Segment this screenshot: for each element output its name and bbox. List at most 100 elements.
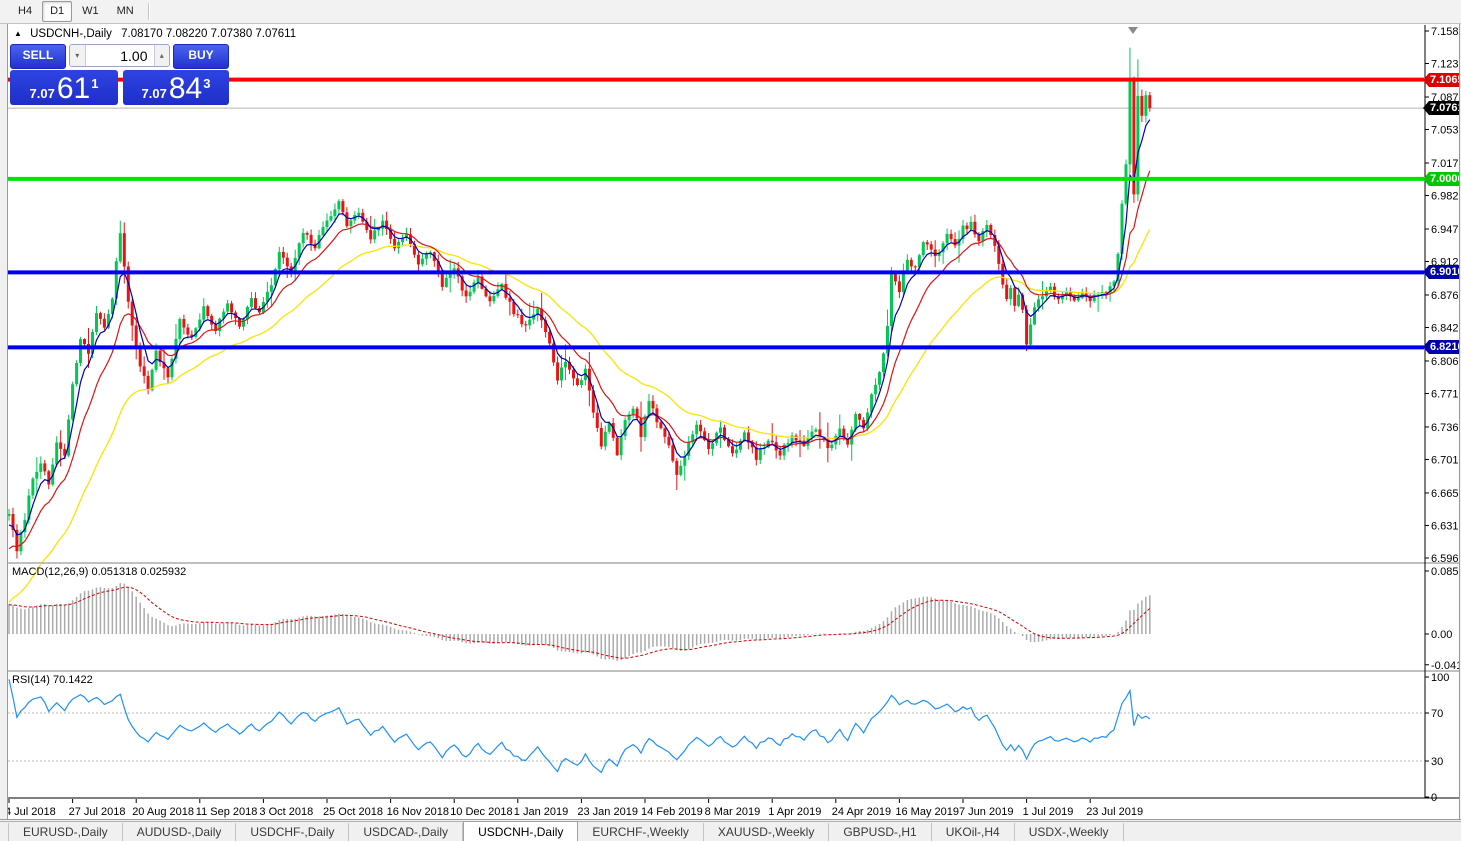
current-price-tag: 7.07611 [1423,101,1461,115]
tab-eurusd-daily[interactable]: EURUSD-,Daily [8,823,123,841]
candle [1025,309,1029,345]
candle [723,427,726,440]
candle [611,423,615,438]
candle [1116,253,1120,282]
candle [488,296,492,302]
candle [607,423,611,432]
candle [826,439,830,449]
candle [190,334,194,337]
candle [1052,286,1056,297]
candle [917,255,921,268]
volume-decrease-button[interactable]: ▾ [70,45,86,66]
y-axis-label: 6.98295 [1431,190,1461,202]
y-axis-label: 6.87690 [1431,290,1461,302]
chart-shift-marker-icon[interactable] [1128,27,1138,34]
tab-ukoil-h4[interactable]: UKOil-,H4 [932,823,1015,841]
candle [941,243,945,253]
tab-eurchf-weekly[interactable]: EURCHF-,Weekly [578,823,704,841]
timeframe-d1-button[interactable]: D1 [42,1,73,22]
candle [1029,324,1033,345]
candle [170,358,174,378]
candle [977,234,981,242]
candle [905,259,909,274]
tab-usdx-weekly[interactable]: USDX-,Weekly [1015,823,1124,841]
resistance-level-tag[interactable]: 7.10651 [1423,73,1461,87]
candle [1017,294,1021,306]
candle [95,313,98,332]
candle [691,434,695,443]
candle [639,418,643,437]
candle [770,440,774,443]
timeframe-toolbar: H4 D1 W1 MN [0,0,1461,24]
candle [134,325,138,348]
x-axis-date-label: 23 Jan 2019 [577,806,638,818]
candle [83,339,86,344]
ask-quote-panel[interactable]: 7.07 84 3 [123,70,229,105]
candle [623,420,627,437]
volume-increase-button[interactable]: ▴ [153,45,169,66]
candle [874,384,878,395]
candle [146,375,150,391]
candle [333,209,337,217]
collapse-triangle-icon[interactable]: ▲ [14,29,22,38]
support-level-tag-1[interactable]: 6.90100 [1423,265,1461,279]
toolbar-separator [147,3,150,20]
volume-input[interactable] [85,45,154,66]
candle [122,233,126,267]
candle [989,225,993,235]
buy-button[interactable]: BUY [173,44,229,69]
tab-gbpusd-h1[interactable]: GBPUSD-,H1 [829,823,932,841]
candle [619,436,623,456]
candle [822,437,826,440]
timeframe-h4-button[interactable]: H4 [18,5,33,17]
candle [114,261,118,299]
candle [814,429,818,432]
y-axis-label: 6.66585 [1431,488,1461,500]
chart-title: ▲ USDCNH-,Daily 7.08170 7.08220 7.07380 … [14,28,296,40]
symbol-name: USDCNH-,Daily [30,28,112,40]
candle [476,276,480,283]
candle [973,221,977,235]
candle [162,362,166,369]
candle [325,220,329,227]
candle [182,319,186,328]
candle [440,272,444,287]
candle [1124,164,1128,204]
candle [301,233,305,244]
candle [842,428,846,439]
y-axis-label: 7.12365 [1431,59,1461,71]
bid-quote-panel[interactable]: 7.07 61 1 [10,70,118,105]
candle [528,319,532,326]
y-axis-label: 7.05330 [1431,125,1461,137]
candle [575,378,579,385]
candle [1076,298,1080,301]
tab-audusd-daily[interactable]: AUDUSD-,Daily [123,823,237,841]
psych-level-tag[interactable]: 7.00068 [1423,172,1461,186]
timeframe-mn-button[interactable]: MN [116,5,134,17]
candle [1144,95,1148,116]
ask-price-sup: 3 [203,76,211,91]
tab-usdcnh-daily[interactable]: USDCNH-,Daily [463,821,579,841]
x-axis-date-label: 16 May 2019 [895,806,959,818]
rsi-indicator-label: RSI(14) 70.1422 [12,674,93,686]
support-level-tag-2[interactable]: 6.82103 [1423,340,1461,354]
candle [734,449,738,454]
tab-usdchf-daily[interactable]: USDCHF-,Daily [236,823,350,841]
candle [158,350,162,363]
candle [59,442,63,449]
candle [651,401,655,409]
sell-button[interactable]: SELL [10,44,66,69]
volume-group: ▾ ▴ [69,44,170,67]
candle [79,339,82,363]
candle [1009,287,1013,300]
window-frame-bottom [0,819,1461,822]
candle [901,273,905,293]
tab-usdcad-daily[interactable]: USDCAD-,Daily [349,823,464,841]
candle [373,230,377,240]
tab-xauusd-weekly[interactable]: XAUUSD-,Weekly [704,823,830,841]
timeframe-w1-button[interactable]: W1 [82,5,99,17]
candle [19,532,23,552]
candle [43,463,47,472]
candle [679,465,683,475]
